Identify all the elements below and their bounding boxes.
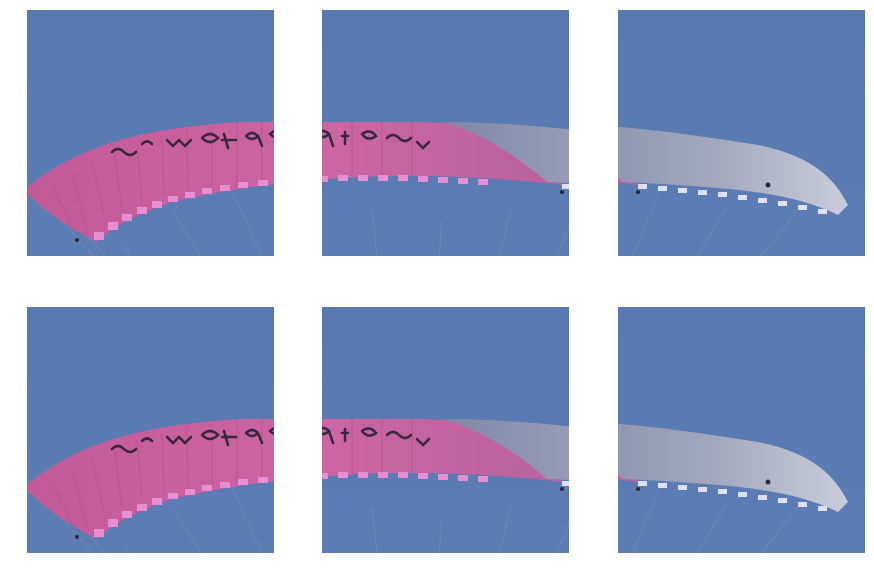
- paraglider-canopy-image: [322, 10, 569, 256]
- tile-top-left: [27, 10, 274, 256]
- tile-top-right: [618, 10, 865, 256]
- paraglider-canopy-image: [27, 10, 274, 256]
- tile-bottom-right: [618, 307, 865, 553]
- tile-bottom-center: [322, 307, 569, 553]
- paraglider-canopy-image: [27, 307, 274, 553]
- paraglider-canopy-image: [618, 10, 865, 256]
- paraglider-canopy-image: [322, 307, 569, 553]
- tile-bottom-left: [27, 307, 274, 553]
- paraglider-canopy-image: [618, 307, 865, 553]
- tile-top-center: [322, 10, 569, 256]
